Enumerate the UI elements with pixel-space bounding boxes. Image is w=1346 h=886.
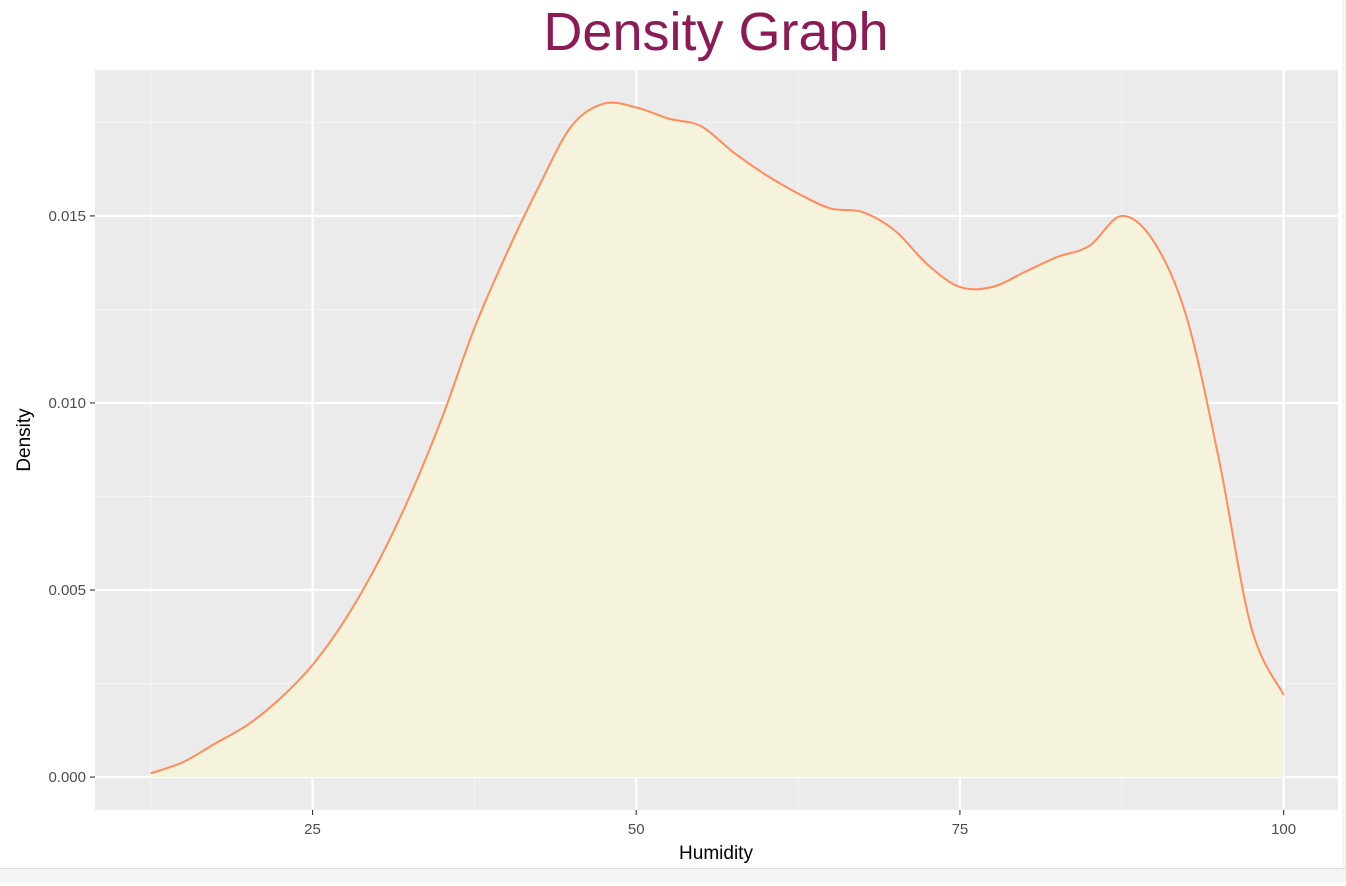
x-tick-label: 50	[628, 821, 645, 838]
y-tick-label: 0.005	[48, 582, 86, 599]
window-right-edge	[1342, 0, 1346, 868]
x-axis-title: Humidity	[679, 843, 753, 864]
window-bottom-strip	[0, 868, 1346, 882]
y-axis-title: Density	[14, 408, 35, 472]
density-area	[150, 102, 1284, 778]
x-tick-label: 100	[1271, 821, 1296, 838]
chart-title: Density Graph	[543, 2, 888, 62]
x-tick-label: 75	[952, 821, 969, 838]
y-tick-label: 0.015	[48, 208, 86, 225]
y-axis-ticks: 0.000 0.005 0.010 0.015	[48, 208, 95, 786]
y-tick-label: 0.000	[48, 769, 86, 786]
density-line	[150, 101, 1285, 775]
x-tick-label: 25	[304, 821, 321, 838]
x-axis-ticks: 25 50 75 100	[304, 810, 1296, 838]
y-tick-label: 0.010	[48, 395, 86, 412]
